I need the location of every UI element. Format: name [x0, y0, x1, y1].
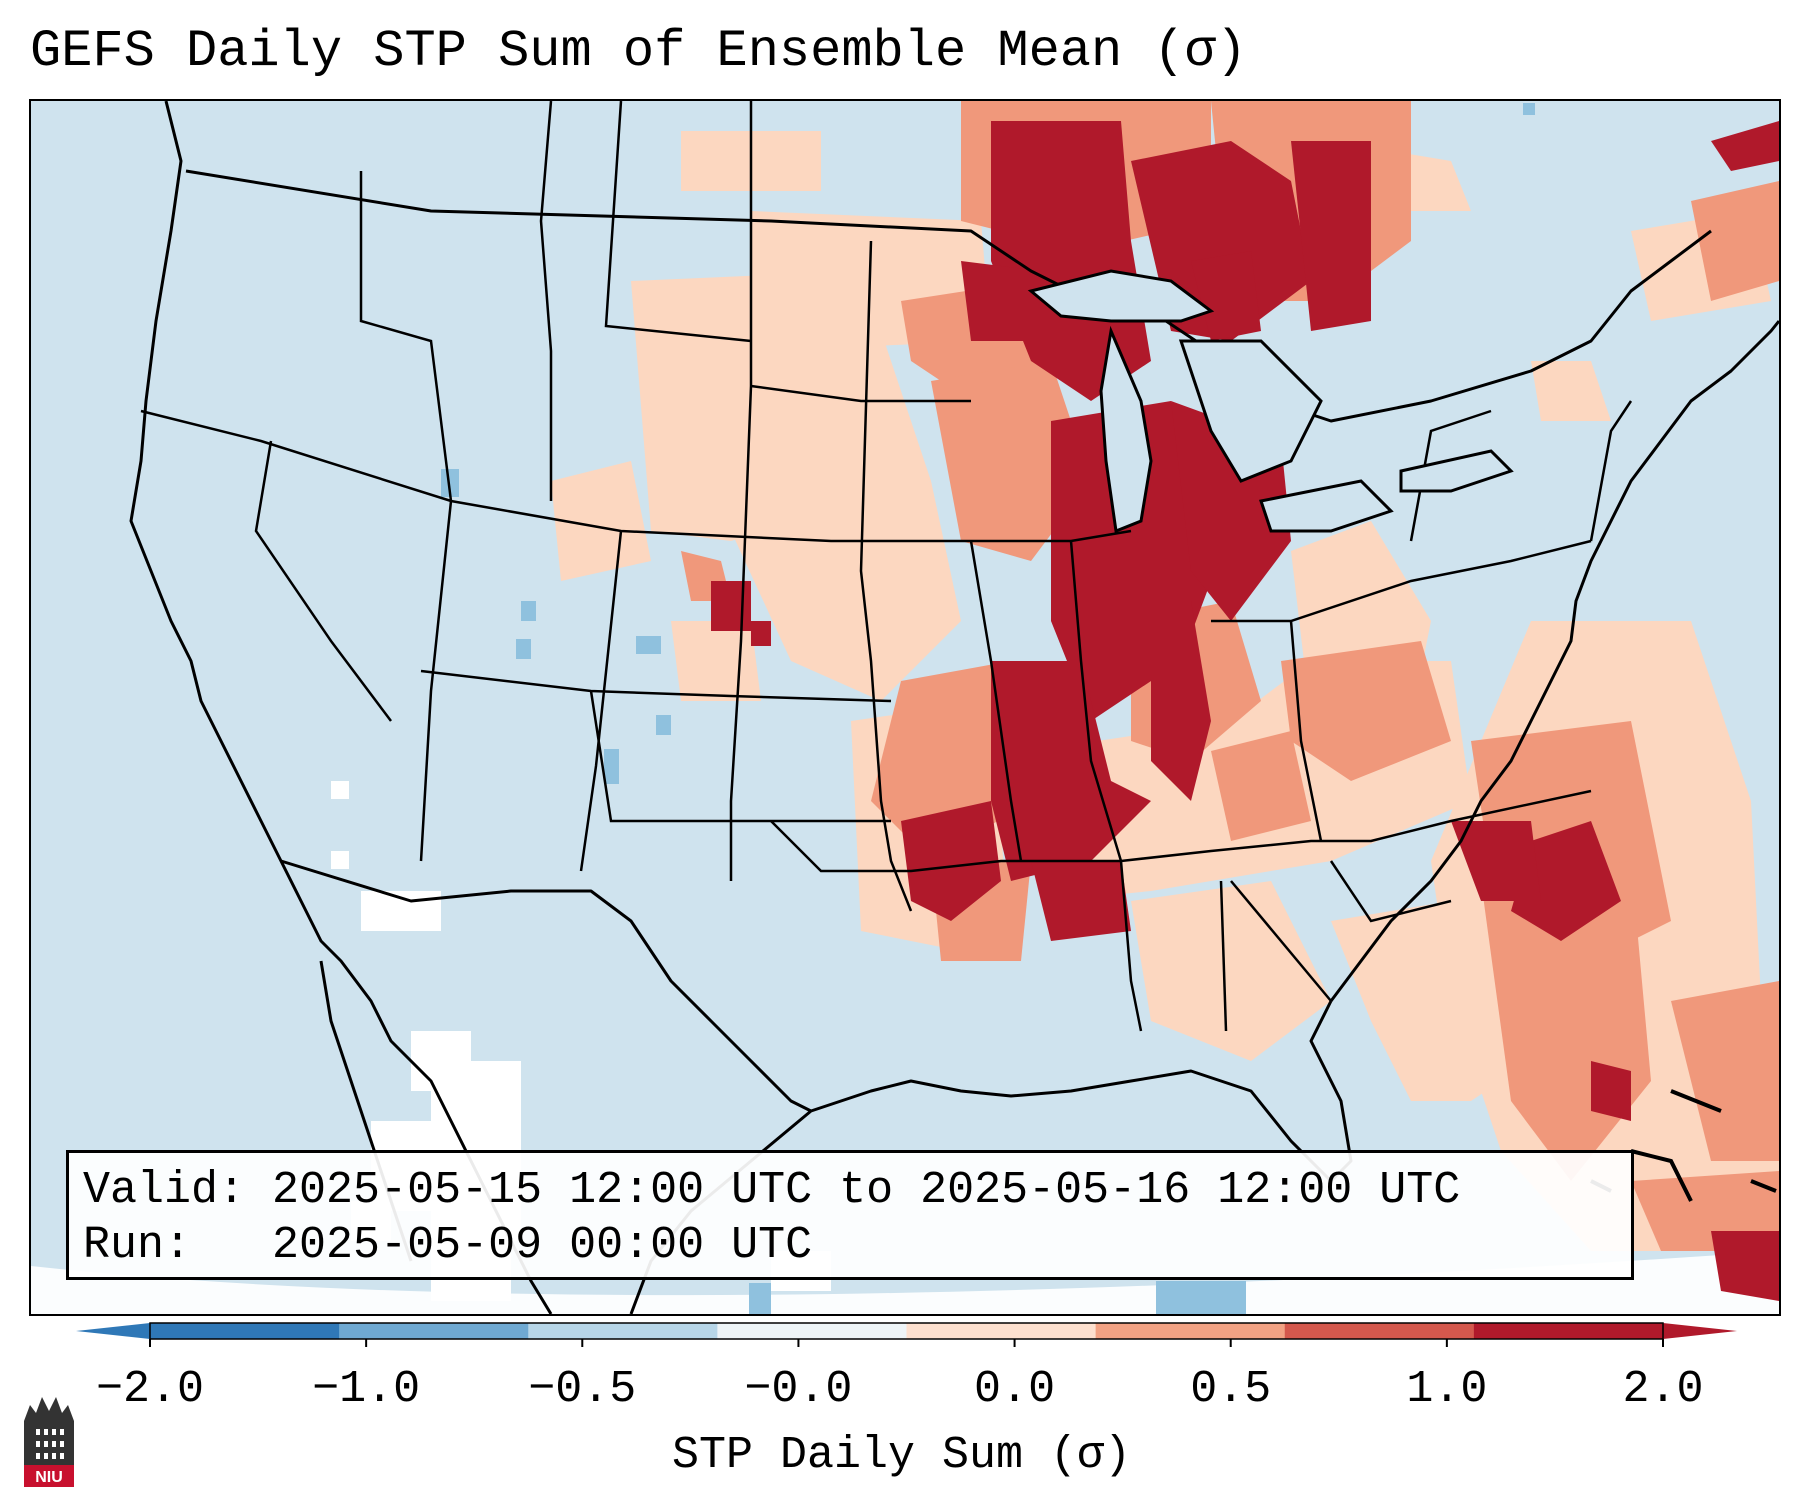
run-label: Run: [83, 1220, 192, 1271]
colorbar-segment [1284, 1323, 1475, 1339]
colorbar-segment [906, 1323, 1097, 1339]
colorbar-extend-high [1663, 1323, 1737, 1339]
mexico-border [280, 859, 812, 1113]
colorbar-label: STP Daily Sum (σ) [671, 1430, 1132, 1481]
west-coast [129, 101, 553, 1314]
valid-run-info-box: Valid: 2025-05-15 12:00 UTC to 2025-05-1… [66, 1150, 1634, 1280]
east-coast [1329, 320, 1779, 1002]
great-lakes [1027, 269, 1514, 534]
map-panel [29, 99, 1781, 1316]
colorbar [76, 1322, 1737, 1347]
colorbar-extend-low [76, 1323, 150, 1339]
colorbar-segment [717, 1323, 907, 1339]
colorbar-segment [528, 1323, 718, 1339]
valid-value: 2025-05-15 12:00 UTC to 2025-05-16 12:00… [272, 1165, 1461, 1216]
colorbar-tick-label: −0.5 [528, 1364, 637, 1415]
state-lines [140, 101, 1633, 1032]
colorbar-outline [149, 1322, 1664, 1340]
colorbar-tick-label: −0.0 [744, 1364, 853, 1415]
colorbar-tick-label: 2.0 [1622, 1364, 1704, 1415]
colorbar-segment [1095, 1323, 1286, 1339]
colorbar-tick-label: 0.0 [974, 1364, 1056, 1415]
colorbar-tick-label: −2.0 [95, 1364, 205, 1415]
colorbar-tick-label: 1.0 [1406, 1364, 1488, 1415]
colorbar-segment [339, 1323, 529, 1339]
map-canvas [31, 101, 1779, 1314]
colorbar-tick-label: −1.0 [312, 1364, 421, 1415]
colorbar-segment [1473, 1323, 1664, 1339]
niu-logo-text: NIU [35, 1469, 63, 1486]
colorbar-tick-label: 0.5 [1190, 1364, 1272, 1415]
colorbar-segment [150, 1323, 340, 1339]
valid-label: Valid: [83, 1165, 246, 1216]
run-value: 2025-05-09 00:00 UTC [272, 1220, 813, 1271]
niu-logo: NIU [24, 1397, 74, 1487]
chart-title: GEFS Daily STP Sum of Ensemble Mean (σ) [30, 22, 1247, 81]
